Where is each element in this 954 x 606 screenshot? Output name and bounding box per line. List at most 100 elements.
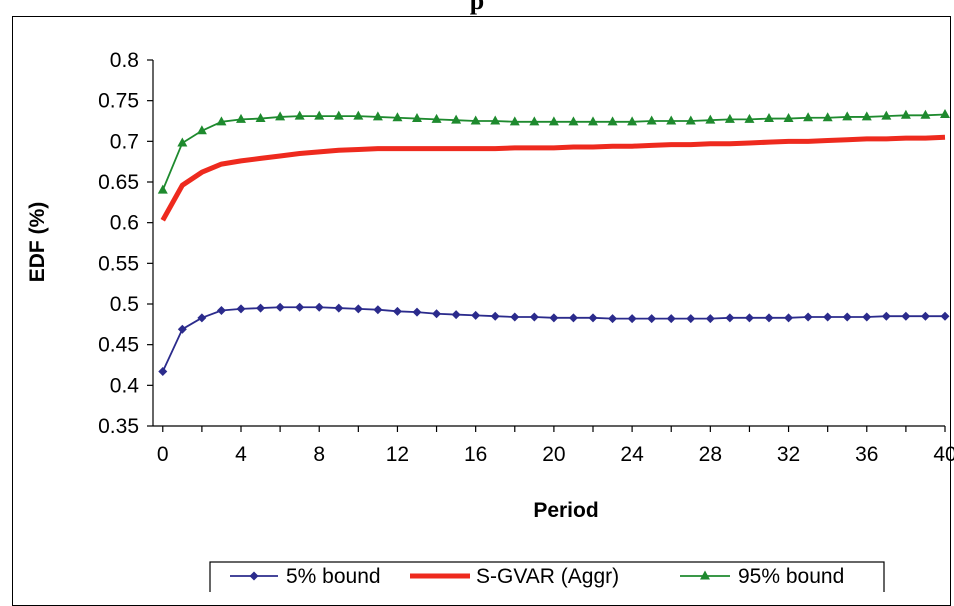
series-s-gvar-aggr- xyxy=(160,134,946,222)
legend-box xyxy=(209,561,885,592)
data-point xyxy=(568,313,578,323)
x-tick-label: 40 xyxy=(933,443,954,466)
data-point xyxy=(744,113,755,123)
y-tick-label: 0.8 xyxy=(110,49,139,72)
data-point xyxy=(431,113,442,123)
data-point xyxy=(177,324,187,334)
data-point xyxy=(627,314,637,324)
legend: 5% bound S-GVAR (Aggr) 95% bound xyxy=(209,561,885,592)
data-point xyxy=(823,312,833,322)
data-point xyxy=(275,302,285,312)
x-tick-label: 8 xyxy=(313,443,325,466)
data-point xyxy=(509,116,520,126)
legend-marker xyxy=(700,570,710,580)
data-point xyxy=(842,111,853,121)
data-point xyxy=(412,113,422,123)
data-point xyxy=(333,110,344,120)
legend-item: 95% bound xyxy=(680,565,844,588)
data-point xyxy=(392,112,403,122)
chart-title: p xyxy=(469,0,485,15)
data-point xyxy=(451,310,461,320)
data-point xyxy=(588,313,598,323)
x-tick-label: 16 xyxy=(464,443,487,466)
data-point xyxy=(764,113,774,123)
data-point xyxy=(685,115,696,125)
data-point xyxy=(940,311,950,321)
data-point xyxy=(725,313,735,323)
data-point xyxy=(705,114,716,124)
data-point xyxy=(764,313,774,323)
series-95-bound xyxy=(157,108,950,194)
data-point xyxy=(510,312,520,322)
data-point xyxy=(842,312,852,322)
legend-label: 95% bound xyxy=(738,565,844,588)
data-point xyxy=(705,314,715,324)
data-point xyxy=(255,113,266,123)
data-point xyxy=(334,303,344,313)
data-point xyxy=(822,112,833,122)
data-point xyxy=(548,116,559,126)
x-tick-label: 4 xyxy=(235,443,247,466)
legend-item: S-GVAR (Aggr) xyxy=(410,565,619,588)
data-point xyxy=(470,115,481,125)
data-point xyxy=(627,116,638,126)
y-tick-label: 0.75 xyxy=(98,90,139,113)
data-point xyxy=(372,111,383,121)
data-point xyxy=(608,314,618,324)
data-point xyxy=(275,111,286,121)
data-point xyxy=(803,312,813,322)
legend-marker xyxy=(249,571,259,581)
y-tick-label: 0.6 xyxy=(110,212,139,235)
data-point xyxy=(861,111,872,121)
data-point xyxy=(607,116,618,126)
x-tick-label: 28 xyxy=(699,443,722,466)
data-point xyxy=(900,109,911,119)
y-tick-label: 0.7 xyxy=(110,130,139,153)
data-point xyxy=(920,109,931,119)
series-line xyxy=(161,113,946,191)
data-point xyxy=(197,313,207,323)
data-point xyxy=(881,110,892,120)
series-5-bound xyxy=(158,302,950,377)
data-point xyxy=(686,314,696,324)
series-layer xyxy=(157,108,950,377)
data-point xyxy=(295,302,305,312)
data-point xyxy=(568,116,579,126)
data-point xyxy=(529,116,540,126)
data-point xyxy=(392,306,402,316)
data-point xyxy=(353,304,363,314)
x-axis-title: Period xyxy=(533,499,598,522)
data-point xyxy=(666,314,676,324)
data-point xyxy=(373,305,383,315)
legend-label: 5% bound xyxy=(286,565,381,588)
data-point xyxy=(490,115,501,125)
data-point xyxy=(236,113,246,123)
x-axis: 0 4 8 12 16 20 24 28 32 36 40 xyxy=(153,425,954,466)
data-point xyxy=(744,313,754,323)
data-point xyxy=(353,110,364,120)
y-tick-label: 0.65 xyxy=(98,171,139,194)
data-point xyxy=(666,115,677,125)
y-tick-label: 0.45 xyxy=(98,334,139,357)
data-point xyxy=(216,116,227,126)
legend-item: 5% bound xyxy=(230,565,381,588)
data-point xyxy=(471,310,481,320)
x-tick-label: 36 xyxy=(855,443,878,466)
series-line xyxy=(160,134,946,222)
data-point xyxy=(901,311,911,321)
data-point xyxy=(783,113,794,123)
data-point xyxy=(256,303,266,313)
data-point xyxy=(158,367,168,377)
data-point xyxy=(157,184,168,194)
data-point xyxy=(216,306,226,316)
data-point xyxy=(490,311,500,321)
data-point xyxy=(451,114,462,124)
data-point xyxy=(940,108,950,118)
x-tick-label: 0 xyxy=(157,443,169,466)
y-tick-label: 0.35 xyxy=(98,415,139,438)
x-tick-label: 24 xyxy=(620,443,644,466)
legend-label: S-GVAR (Aggr) xyxy=(476,565,619,588)
data-point xyxy=(549,313,559,323)
data-point xyxy=(724,113,735,123)
y-tick-label: 0.5 xyxy=(110,293,139,316)
